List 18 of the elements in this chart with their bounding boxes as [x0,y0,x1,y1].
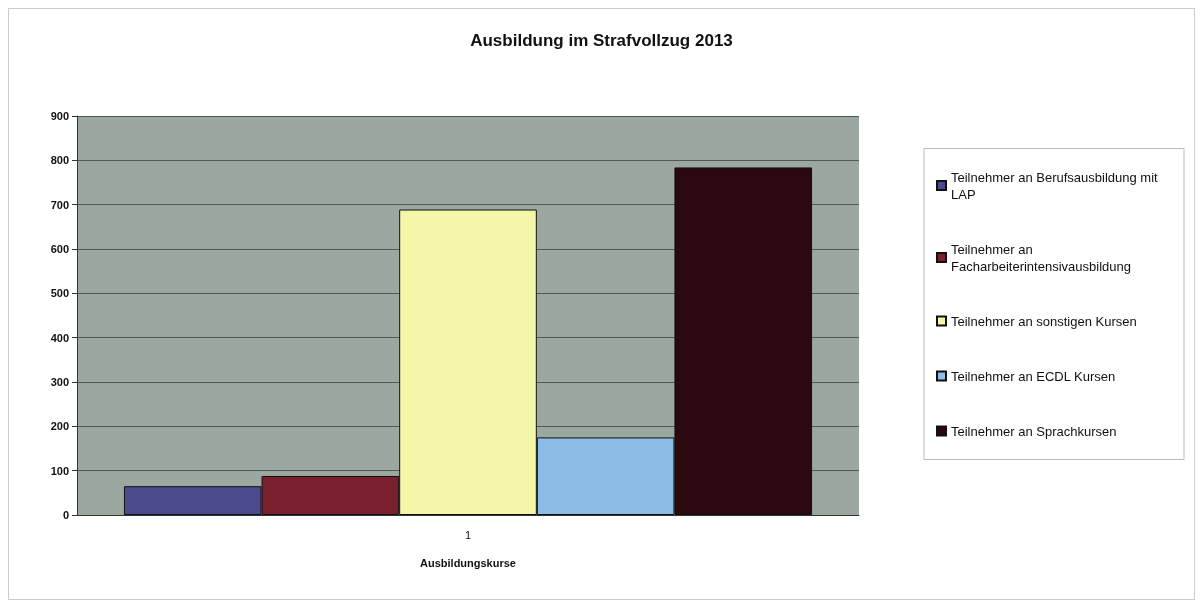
y-tick-label: 100 [50,464,69,477]
y-tick-label: 900 [50,110,69,122]
legend-label: Teilnehmer an ECDL Kursen [951,368,1116,384]
legend-label: Teilnehmer an Sprachkursen [951,423,1117,439]
legend-label: Teilnehmer an Facharbeiterintensivausbildung [951,241,1131,274]
y-tick-label: 400 [50,331,69,344]
legend-label: Teilnehmer an Berufsausbildung mit LAP [951,169,1162,202]
x-tick-label: 1 [464,528,472,541]
y-tick-label: 300 [50,376,69,388]
legend-label: Teilnehmer an sonstigen Kursen [951,313,1137,329]
chart-title: Ausbildung im Strafvollzug 2013 [470,31,733,50]
y-tick-label: 700 [50,198,69,211]
y-tick-label: 500 [50,287,69,300]
x-axis-title: Ausbildungskurse [420,556,516,569]
y-tick-label: 0 [62,509,69,521]
y-tick-label: 200 [50,420,69,433]
y-tick-label: 800 [50,154,69,167]
y-tick-label: 600 [50,243,69,255]
